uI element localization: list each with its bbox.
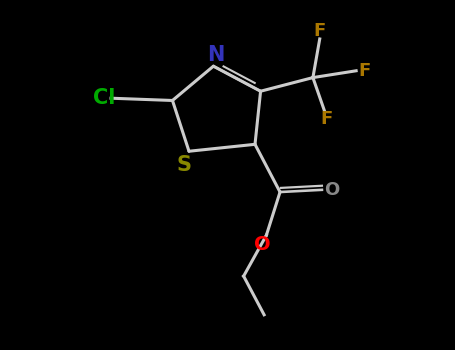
Text: O: O	[324, 181, 339, 199]
Text: F: F	[313, 22, 326, 40]
Text: O: O	[254, 235, 271, 254]
Text: F: F	[320, 110, 333, 127]
Text: Cl: Cl	[93, 88, 116, 108]
Text: F: F	[358, 62, 370, 80]
Text: S: S	[177, 155, 192, 175]
Text: N: N	[207, 45, 224, 65]
